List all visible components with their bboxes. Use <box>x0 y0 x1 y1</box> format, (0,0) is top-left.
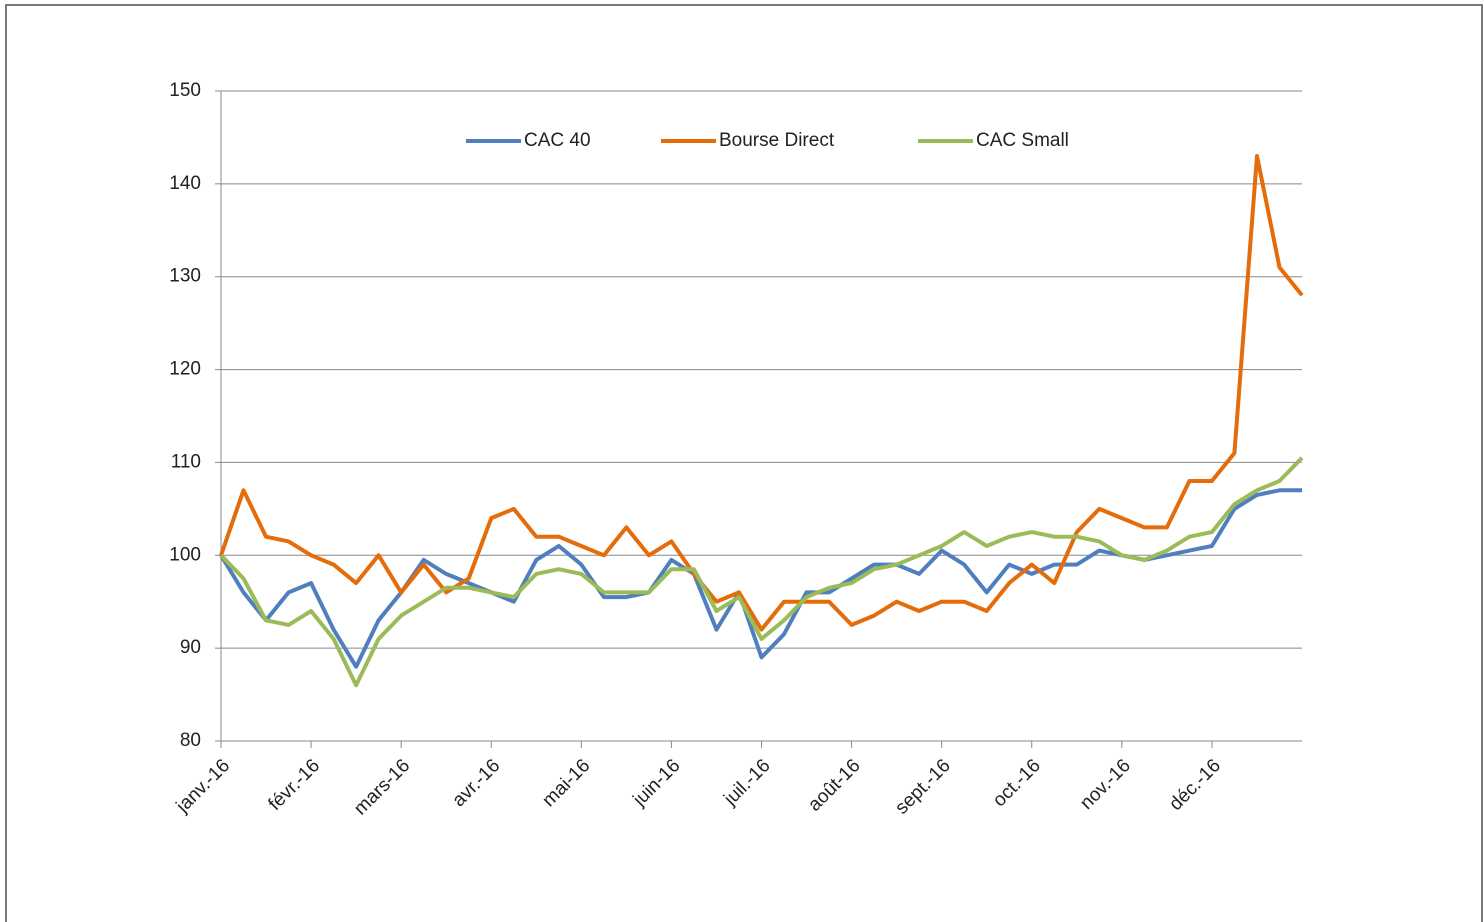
x-tick-label: oct.-16 <box>989 755 1045 811</box>
legend-label: Bourse Direct <box>719 130 835 151</box>
x-tick-label: janv.-16 <box>172 755 234 817</box>
x-tick-label: avr.-16 <box>448 755 504 811</box>
x-tick-label: mai-16 <box>538 755 594 811</box>
x-tick-label: sept.-16 <box>891 755 954 818</box>
x-tick-label: août-16 <box>804 755 864 815</box>
y-tick-label: 120 <box>169 359 201 380</box>
y-tick-label: 80 <box>180 730 201 751</box>
x-tick-label: févr.-16 <box>265 755 325 815</box>
chart-border <box>5 4 1483 922</box>
y-tick-label: 110 <box>171 451 201 472</box>
series-line <box>219 154 1304 632</box>
x-tick-label: juil.-16 <box>719 755 774 810</box>
series-line <box>219 456 1304 688</box>
y-tick-label: 90 <box>180 637 201 658</box>
y-tick-label: 100 <box>169 544 201 565</box>
x-tick-label: mars-16 <box>350 755 414 819</box>
x-tick-label: nov.-16 <box>1076 755 1135 814</box>
x-tick-label: juin-16 <box>629 755 685 811</box>
y-tick-label: 130 <box>169 266 201 287</box>
y-tick-label: 150 <box>169 80 201 101</box>
y-tick-label: 140 <box>169 173 201 194</box>
legend-label: CAC 40 <box>524 130 591 151</box>
x-tick-label: déc.-16 <box>1165 755 1225 815</box>
legend-label: CAC Small <box>976 130 1069 151</box>
